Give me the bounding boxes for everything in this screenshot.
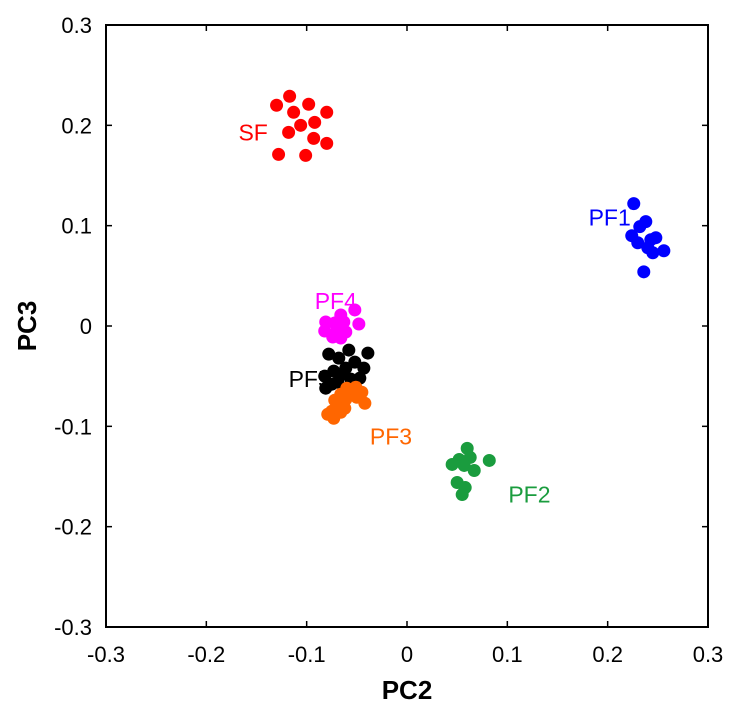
- data-points: [270, 89, 671, 502]
- point-sf: [307, 131, 321, 145]
- point-sf: [320, 136, 334, 150]
- cluster-label-pf1: PF1: [589, 205, 631, 231]
- point-pf1: [646, 246, 660, 260]
- x-tick-label: 0.3: [693, 642, 724, 667]
- point-sf: [270, 98, 284, 112]
- point-sf: [283, 89, 297, 103]
- y-tick-label: -0.1: [54, 414, 92, 439]
- y-tick-label: -0.3: [54, 615, 92, 640]
- x-tick-label: -0.2: [187, 642, 225, 667]
- y-axis-title: PC3: [12, 301, 42, 352]
- point-pf5: [322, 347, 336, 361]
- cluster-label-sf: SF: [238, 119, 267, 145]
- y-tick-label: 0.2: [61, 113, 92, 138]
- point-pf1: [637, 265, 651, 279]
- point-pf4: [352, 317, 366, 331]
- point-pf1: [627, 197, 641, 211]
- y-tick-label: 0.3: [61, 13, 92, 38]
- point-sf: [272, 147, 286, 161]
- point-sf: [299, 148, 313, 162]
- point-sf: [320, 105, 334, 119]
- cluster-label-pf4: PF4: [315, 288, 357, 314]
- point-pf2: [482, 453, 496, 467]
- point-pf3: [358, 396, 372, 410]
- x-tick-label: 0.1: [492, 642, 523, 667]
- plot-frame: [105, 24, 709, 628]
- point-sf: [308, 115, 322, 129]
- point-pf4: [334, 331, 348, 345]
- cluster-labels: SF PF1 PF4 PF5 PF3 PF2: [238, 119, 630, 507]
- point-pf1: [633, 220, 647, 234]
- point-sf: [282, 125, 296, 139]
- point-sf: [287, 105, 301, 119]
- cluster-label-pf5: PF5: [289, 366, 331, 392]
- y-tick-label: 0.1: [61, 214, 92, 239]
- point-pf5: [332, 351, 346, 365]
- y-tick-label: 0: [80, 314, 92, 339]
- point-pf4: [337, 315, 351, 329]
- x-axis-title: PC2: [382, 675, 433, 705]
- cluster-label-pf2: PF2: [508, 482, 550, 508]
- axis-ticks: -0.3 -0.2 -0.1 0 0.1 0.2 0.3 -0.3 -0.2 -0.1 0 0.1 0.…: [54, 13, 723, 667]
- point-pf2: [457, 458, 471, 472]
- point-pf3: [334, 405, 348, 419]
- cluster-label-pf3: PF3: [370, 423, 412, 449]
- point-pf5: [325, 377, 339, 391]
- point-pf2: [455, 488, 469, 502]
- point-pf1: [657, 244, 671, 258]
- point-pf1: [631, 236, 645, 250]
- y-tick-label: -0.2: [54, 515, 92, 540]
- point-pf5: [357, 361, 371, 375]
- point-pf2: [445, 457, 459, 471]
- x-tick-label: 0: [401, 642, 413, 667]
- point-pf2: [467, 463, 481, 477]
- point-pf5: [342, 343, 356, 357]
- point-pf5: [361, 346, 375, 360]
- point-pf3: [321, 407, 335, 421]
- x-tick-label: -0.1: [288, 642, 326, 667]
- point-pf1: [649, 231, 663, 245]
- point-pf4: [348, 303, 362, 317]
- x-tick-label: -0.3: [87, 642, 125, 667]
- x-tick-label: 0.2: [592, 642, 623, 667]
- point-sf: [302, 97, 316, 111]
- point-sf: [294, 118, 308, 132]
